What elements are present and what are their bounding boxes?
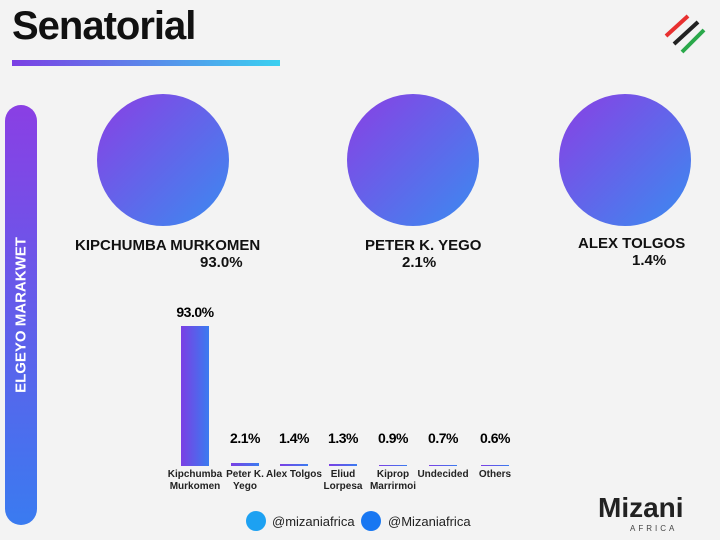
logo-sub: AFRICA [630, 524, 678, 533]
bar [481, 465, 509, 466]
value-label: 0.9% [378, 430, 408, 446]
value-label: 93.0% [176, 304, 214, 320]
region-band [5, 105, 37, 525]
candidate-name: ALEX TOLGOS [578, 235, 686, 252]
category-label: Eliud Lorpesa [323, 469, 363, 492]
bar [379, 464, 407, 466]
title: Senatorial [12, 4, 196, 48]
decor [664, 14, 706, 54]
value-label: 0.7% [428, 430, 458, 446]
candidate-share: 1.4% [632, 252, 667, 269]
candidate-name: KIPCHUMBA MURKOMEN [75, 237, 261, 254]
twitter-handle: @mizaniafrica [272, 514, 355, 529]
candidate-photo [97, 94, 229, 226]
candidate-photo [559, 94, 691, 226]
facebook-icon [361, 511, 381, 531]
value-label: 1.4% [279, 430, 309, 446]
bar [329, 464, 357, 466]
bar [429, 464, 457, 466]
bar [231, 462, 259, 466]
value-label: 0.6% [480, 430, 510, 446]
category-label: Peter K. Yego [226, 469, 264, 492]
value-label: 2.1% [230, 430, 260, 446]
candidate-photo [347, 94, 479, 226]
category-label: Undecided [417, 469, 469, 480]
logo: Mizani [598, 492, 684, 523]
bar [181, 326, 209, 466]
twitter-icon [246, 511, 266, 531]
value-label: 1.3% [328, 430, 358, 446]
category-label: Alex Tolgos [266, 469, 322, 480]
candidate-name: PETER K. YEGO [365, 237, 482, 254]
title-underline [12, 60, 280, 66]
bar [280, 463, 308, 466]
category-label: Others [478, 469, 512, 480]
category-label: Kiprop Marrirmoi [369, 469, 417, 492]
candidate-share: 2.1% [402, 254, 437, 271]
candidate-share: 93.0% [200, 254, 243, 271]
category-label: Kipchumba Murkomen [167, 469, 223, 492]
region-label: ELGEYO MARAKWET [12, 237, 30, 393]
facebook-handle: @Mizaniafrica [388, 514, 471, 529]
